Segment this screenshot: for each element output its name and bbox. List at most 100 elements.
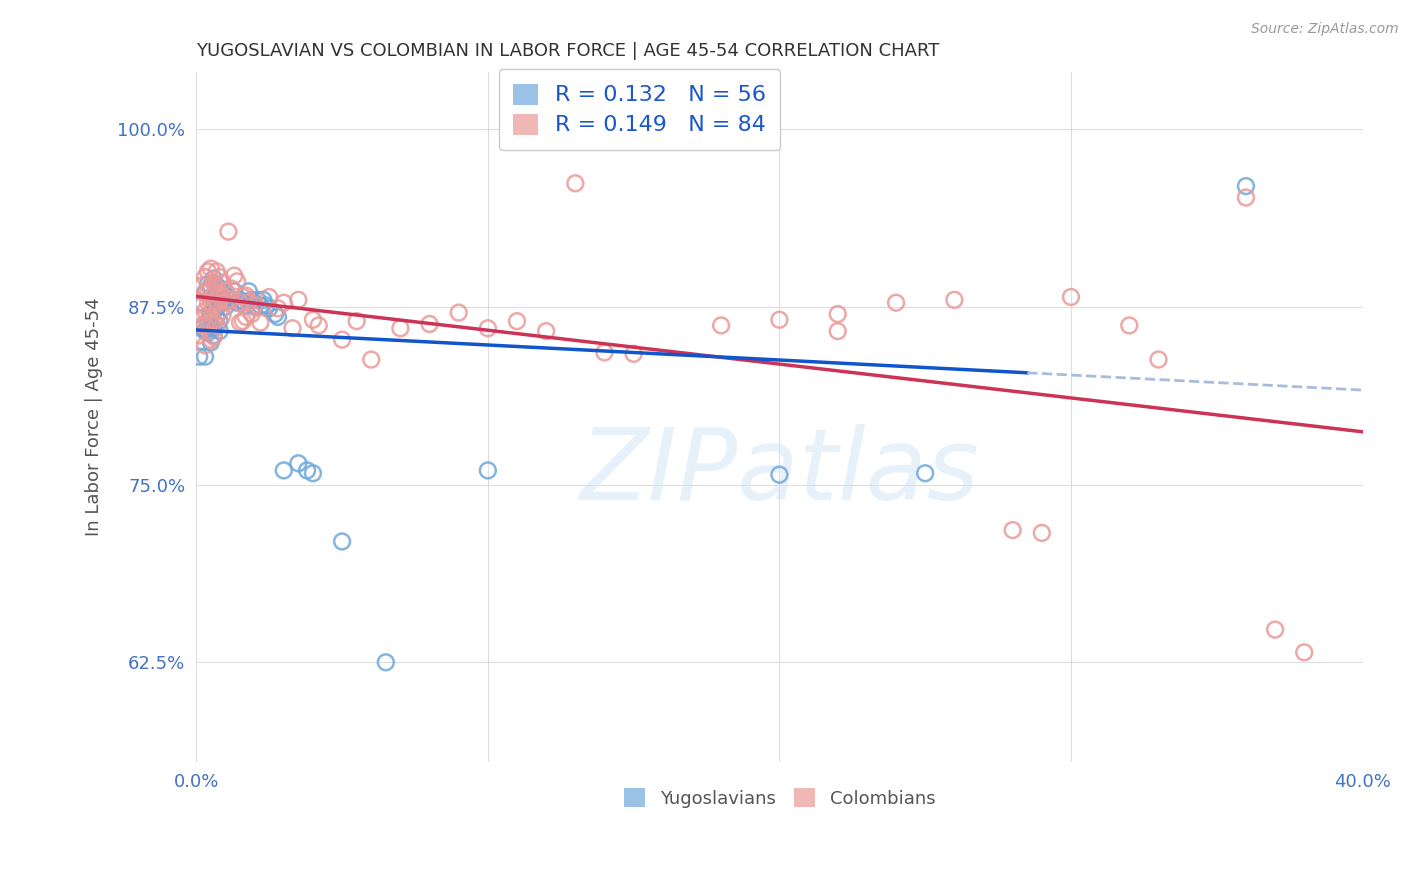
- Point: [229, 293, 252, 307]
- Point: [240, 307, 263, 321]
- Point: [308, 318, 330, 333]
- Point: [389, 321, 412, 335]
- Point: [214, 285, 236, 299]
- Point: [238, 295, 260, 310]
- Point: [564, 176, 586, 190]
- Point: [197, 314, 219, 328]
- Point: [235, 299, 257, 313]
- Point: [208, 314, 231, 328]
- Point: [200, 295, 222, 310]
- Point: [202, 314, 225, 328]
- Point: [229, 295, 252, 310]
- Point: [217, 290, 239, 304]
- Point: [194, 318, 217, 333]
- Point: [768, 312, 790, 326]
- Point: [208, 295, 231, 310]
- Point: [249, 316, 271, 330]
- Point: [281, 321, 304, 335]
- Point: [330, 333, 353, 347]
- Point: [477, 321, 499, 335]
- Point: [252, 293, 274, 307]
- Point: [211, 295, 233, 310]
- Point: [1234, 179, 1257, 194]
- Point: [208, 324, 231, 338]
- Point: [302, 467, 325, 481]
- Point: [202, 276, 225, 290]
- Point: [214, 300, 236, 314]
- Point: [273, 295, 295, 310]
- Point: [287, 456, 309, 470]
- Point: [191, 295, 214, 310]
- Point: [224, 268, 246, 283]
- Point: [202, 287, 225, 301]
- Point: [194, 285, 217, 300]
- Point: [200, 335, 222, 350]
- Point: [419, 317, 441, 331]
- Point: [1264, 623, 1286, 637]
- Point: [205, 264, 228, 278]
- Point: [564, 125, 586, 139]
- Point: [1001, 523, 1024, 537]
- Point: [295, 463, 318, 477]
- Point: [1060, 290, 1083, 304]
- Point: [208, 304, 231, 318]
- Point: [249, 299, 271, 313]
- Point: [205, 300, 228, 314]
- Text: Source: ZipAtlas.com: Source: ZipAtlas.com: [1251, 22, 1399, 37]
- Point: [191, 278, 214, 293]
- Point: [287, 293, 309, 307]
- Point: [221, 293, 243, 307]
- Point: [211, 276, 233, 290]
- Point: [200, 307, 222, 321]
- Point: [188, 328, 211, 343]
- Point: [200, 316, 222, 330]
- Point: [257, 301, 280, 316]
- Point: [194, 270, 217, 285]
- Text: ZIPatlas: ZIPatlas: [579, 424, 980, 521]
- Point: [1118, 318, 1140, 333]
- Point: [264, 307, 287, 321]
- Point: [211, 285, 233, 299]
- Point: [273, 463, 295, 477]
- Point: [188, 295, 211, 310]
- Point: [205, 310, 228, 324]
- Point: [202, 300, 225, 314]
- Point: [229, 316, 252, 330]
- Point: [197, 277, 219, 292]
- Point: [197, 264, 219, 278]
- Point: [1234, 190, 1257, 204]
- Point: [205, 290, 228, 304]
- Point: [197, 326, 219, 340]
- Point: [267, 301, 290, 316]
- Point: [884, 295, 907, 310]
- Point: [208, 287, 231, 301]
- Point: [202, 330, 225, 344]
- Point: [768, 467, 790, 482]
- Point: [197, 314, 219, 328]
- Point: [194, 304, 217, 318]
- Point: [914, 467, 936, 481]
- Point: [194, 324, 217, 338]
- Point: [200, 333, 222, 347]
- Point: [447, 305, 470, 319]
- Point: [202, 321, 225, 335]
- Point: [211, 309, 233, 323]
- Legend: Yugoslavians, Colombians: Yugoslavians, Colombians: [616, 781, 942, 814]
- Point: [191, 299, 214, 313]
- Point: [235, 310, 257, 324]
- Y-axis label: In Labor Force | Age 45-54: In Labor Force | Age 45-54: [86, 298, 103, 536]
- Point: [194, 338, 217, 352]
- Point: [226, 295, 249, 310]
- Point: [506, 314, 529, 328]
- Point: [534, 324, 557, 338]
- Point: [208, 270, 231, 285]
- Point: [200, 261, 222, 276]
- Point: [194, 350, 217, 364]
- Point: [827, 307, 849, 321]
- Point: [267, 310, 290, 324]
- Point: [221, 293, 243, 307]
- Point: [235, 288, 257, 302]
- Point: [360, 352, 382, 367]
- Text: YUGOSLAVIAN VS COLOMBIAN IN LABOR FORCE | AGE 45-54 CORRELATION CHART: YUGOSLAVIAN VS COLOMBIAN IN LABOR FORCE …: [197, 42, 939, 60]
- Point: [205, 278, 228, 293]
